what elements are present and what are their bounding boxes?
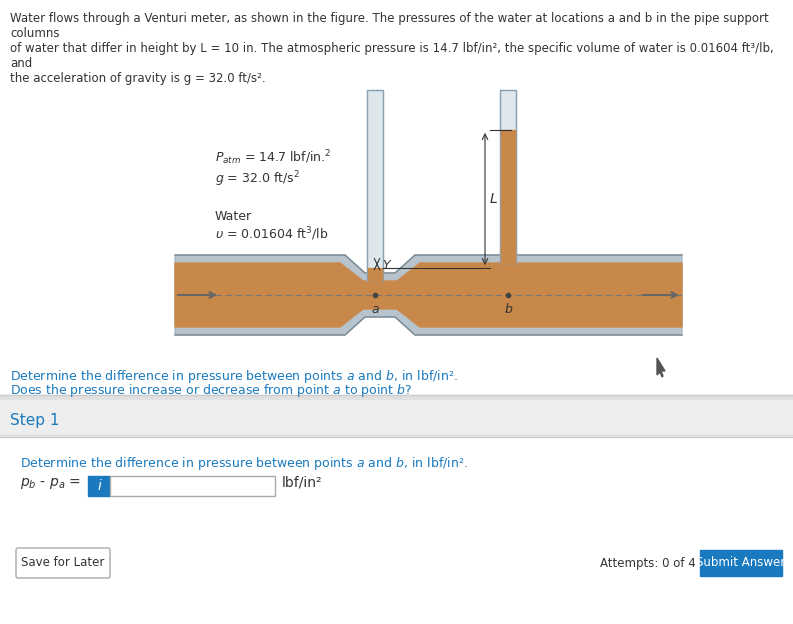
Polygon shape (657, 358, 665, 377)
Bar (0, 435, 793, 437)
Text: Determine the difference in pressure between points $\it{a}$ and $\it{b}$, in lb: Determine the difference in pressure bet… (10, 368, 458, 385)
Bar (368, 268, 382, 281)
Text: Water
$\upsilon$ = 0.01604 ft$^3$/lb: Water $\upsilon$ = 0.01604 ft$^3$/lb (215, 210, 328, 243)
Bar (700, 550, 782, 576)
Text: Determine the difference in pressure between points $\it{a}$ and $\it{b}$, in lb: Determine the difference in pressure bet… (20, 455, 468, 472)
Text: lbf/in²: lbf/in² (282, 476, 323, 490)
Text: i: i (97, 479, 101, 493)
Text: Submit Answer: Submit Answer (696, 557, 786, 570)
Bar (88, 476, 110, 496)
Text: $\it{P}_{atm}$ = 14.7 lbf/in.$^2$
$\it{g}$ = 32.0 ft/s$^2$: $\it{P}_{atm}$ = 14.7 lbf/in.$^2$ $\it{g… (215, 148, 331, 189)
Bar (0, 395, 793, 400)
Bar (367, 90, 383, 281)
Bar (500, 90, 516, 263)
Bar (500, 90, 516, 263)
Text: Attempts: 0 of 4 used: Attempts: 0 of 4 used (600, 557, 728, 570)
Text: L: L (490, 192, 498, 206)
Bar (110, 476, 275, 496)
Text: $p_b$ - $p_a$ =: $p_b$ - $p_a$ = (20, 476, 81, 491)
Text: b: b (504, 303, 512, 316)
Bar (501, 130, 515, 263)
Text: Save for Later: Save for Later (21, 557, 105, 570)
Text: Water flows through a Venturi meter, as shown in the figure. The pressures of th: Water flows through a Venturi meter, as … (10, 12, 774, 85)
Polygon shape (175, 263, 682, 327)
Bar (367, 90, 383, 281)
Text: Does the pressure increase or decrease from point $\it{a}$ to point $\it{b}$?: Does the pressure increase or decrease f… (10, 382, 412, 399)
Text: Step 1: Step 1 (10, 413, 59, 428)
Text: Y: Y (382, 259, 389, 272)
Bar (0, 400, 793, 435)
Text: a: a (371, 303, 379, 316)
Bar (0, 437, 793, 624)
Polygon shape (175, 255, 682, 335)
FancyBboxPatch shape (16, 548, 110, 578)
Bar (0, 0, 793, 395)
